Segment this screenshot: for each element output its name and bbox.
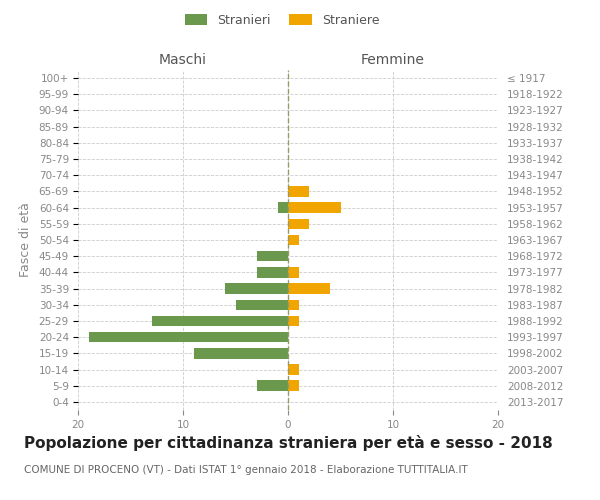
Text: Femmine: Femmine bbox=[361, 53, 425, 67]
Text: Maschi: Maschi bbox=[159, 53, 207, 67]
Text: Popolazione per cittadinanza straniera per età e sesso - 2018: Popolazione per cittadinanza straniera p… bbox=[24, 435, 553, 451]
Legend: Stranieri, Straniere: Stranieri, Straniere bbox=[179, 8, 385, 32]
Bar bbox=[288, 218, 309, 229]
Bar bbox=[257, 380, 288, 391]
Bar bbox=[257, 251, 288, 262]
Bar bbox=[288, 316, 299, 326]
Bar bbox=[288, 300, 299, 310]
Bar bbox=[288, 380, 299, 391]
Bar bbox=[288, 267, 299, 278]
Bar bbox=[277, 202, 288, 213]
Bar bbox=[257, 267, 288, 278]
Text: COMUNE DI PROCENO (VT) - Dati ISTAT 1° gennaio 2018 - Elaborazione TUTTITALIA.IT: COMUNE DI PROCENO (VT) - Dati ISTAT 1° g… bbox=[24, 465, 468, 475]
Bar bbox=[225, 284, 288, 294]
Bar bbox=[288, 186, 309, 196]
Bar bbox=[88, 332, 288, 342]
Bar bbox=[288, 364, 299, 375]
Bar bbox=[151, 316, 288, 326]
Bar bbox=[288, 234, 299, 246]
Y-axis label: Fasce di età: Fasce di età bbox=[19, 202, 32, 278]
Bar bbox=[288, 284, 330, 294]
Bar bbox=[193, 348, 288, 358]
Bar bbox=[235, 300, 288, 310]
Bar bbox=[288, 202, 341, 213]
